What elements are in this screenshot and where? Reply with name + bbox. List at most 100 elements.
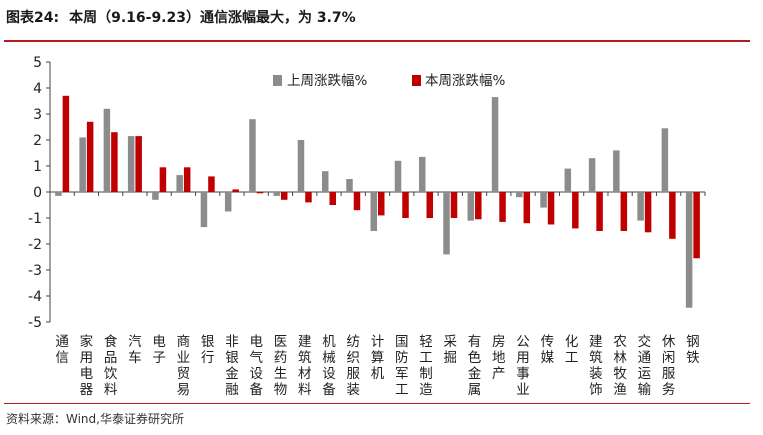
x-tick-label: 计算机 bbox=[371, 334, 385, 382]
figure-label: 图表24: bbox=[6, 10, 60, 26]
bar-last-week bbox=[55, 192, 62, 196]
x-tick-label: 传媒 bbox=[541, 334, 555, 366]
bar-last-week bbox=[103, 108, 111, 192]
chart-title: 图表24: 本周（9.16-9.23）通信涨幅最大，为 3.7% bbox=[6, 7, 356, 27]
source-note: 资料来源：Wind,华泰证券研究所 bbox=[6, 412, 184, 426]
bar-this-week bbox=[305, 192, 312, 203]
bar-this-week bbox=[280, 192, 288, 200]
legend-swatch-last-week bbox=[273, 75, 282, 86]
bar-last-week bbox=[127, 136, 135, 192]
y-tick-label: 4 bbox=[33, 81, 42, 97]
x-tick-label: 银行 bbox=[201, 334, 215, 366]
bar-this-week bbox=[159, 167, 167, 192]
legend-swatch-this-week bbox=[412, 75, 421, 86]
bar-last-week bbox=[685, 192, 693, 308]
x-tick-label: 建筑装饰 bbox=[589, 334, 603, 398]
bar-last-week bbox=[467, 192, 475, 221]
bar-this-week bbox=[378, 192, 385, 216]
x-tick-label: 机械设备 bbox=[322, 334, 336, 398]
bar-this-week bbox=[499, 192, 506, 222]
x-tick-label: 国防军工 bbox=[395, 334, 409, 398]
bar-this-week bbox=[572, 192, 579, 229]
x-tick-label: 纺织服装 bbox=[346, 334, 360, 398]
bar-last-week bbox=[224, 192, 232, 212]
y-tick-label: -4 bbox=[28, 289, 42, 305]
y-tick-label: -2 bbox=[28, 237, 42, 253]
x-tick-label: 商业贸易 bbox=[177, 334, 191, 398]
y-tick-label: 1 bbox=[33, 159, 42, 175]
bar-last-week bbox=[370, 192, 377, 231]
x-tick-label: 电气设备 bbox=[249, 334, 263, 398]
bar-last-week bbox=[588, 158, 596, 192]
bar-last-week bbox=[321, 171, 329, 192]
bar-this-week bbox=[86, 121, 94, 192]
x-tick-label: 有色金属 bbox=[468, 334, 482, 398]
bar-this-week bbox=[523, 192, 531, 224]
x-tick-label: 通信 bbox=[55, 334, 69, 366]
bar-last-week bbox=[637, 192, 644, 221]
x-tick-label: 化工 bbox=[565, 334, 579, 366]
bar-this-week bbox=[329, 192, 336, 205]
bar-last-week bbox=[516, 192, 523, 198]
bar-last-week bbox=[346, 179, 353, 192]
bar-last-week bbox=[443, 192, 450, 255]
top-rule bbox=[4, 40, 750, 42]
bar-this-week bbox=[232, 189, 239, 192]
y-tick-label: 2 bbox=[33, 133, 42, 149]
x-tick-label: 非银金融 bbox=[225, 334, 239, 398]
x-tick-label: 休闲服务 bbox=[662, 334, 676, 398]
bar-last-week bbox=[394, 160, 402, 192]
x-tick-label: 房地产 bbox=[492, 334, 506, 382]
bar-last-week bbox=[564, 168, 572, 192]
x-tick-label: 医药生物 bbox=[274, 334, 288, 398]
legend-label-last-week: 上周涨跌幅% bbox=[287, 73, 367, 89]
bar-this-week bbox=[402, 192, 409, 218]
bar-last-week bbox=[661, 128, 669, 192]
bar-last-week bbox=[152, 192, 159, 200]
bar-this-week bbox=[644, 192, 652, 233]
x-tick-label: 电子 bbox=[152, 334, 166, 366]
bar-this-week bbox=[620, 192, 628, 231]
bottom-rule bbox=[4, 403, 750, 404]
x-tick-label: 汽车 bbox=[128, 334, 142, 366]
bar-this-week bbox=[208, 176, 215, 192]
bar-this-week bbox=[475, 192, 482, 220]
bar-this-week bbox=[111, 132, 118, 192]
x-tick-label: 轻工制造 bbox=[419, 334, 433, 398]
y-tick-label: -3 bbox=[28, 263, 42, 279]
bar-this-week bbox=[450, 192, 458, 218]
x-tick-label: 采掘 bbox=[444, 334, 458, 366]
y-tick-label: 3 bbox=[33, 107, 42, 123]
figure-title: 本周（9.16-9.23）通信涨幅最大，为 3.7% bbox=[69, 10, 356, 26]
bar-last-week bbox=[200, 192, 208, 228]
bar-this-week bbox=[693, 192, 700, 259]
bar-chart: 5 4 3 2 1 0 -1 -2 -3 -4 -5 通信家用电器食品饮料汽车电子商业贸易银行非银金… bbox=[28, 55, 706, 398]
bar-last-week bbox=[613, 150, 620, 192]
bar-last-week bbox=[176, 175, 183, 192]
bar-last-week bbox=[419, 156, 426, 192]
bar-this-week bbox=[669, 192, 676, 239]
bar-this-week bbox=[256, 192, 264, 194]
bar-last-week bbox=[540, 192, 547, 208]
bar-this-week bbox=[426, 192, 434, 218]
bar-last-week bbox=[249, 119, 256, 192]
x-tick-label: 食品饮料 bbox=[104, 333, 118, 398]
y-tick-label: -5 bbox=[28, 315, 42, 331]
y-tick-label: 0 bbox=[33, 185, 42, 201]
bar-this-week bbox=[353, 192, 361, 211]
x-tick-label: 建筑材料 bbox=[298, 334, 312, 398]
bar-last-week bbox=[491, 97, 499, 192]
bar-this-week bbox=[135, 136, 142, 192]
bar-this-week bbox=[62, 95, 70, 192]
x-tick-label: 家用电器 bbox=[80, 333, 94, 398]
x-tick-label: 钢铁 bbox=[686, 334, 700, 366]
bar-last-week bbox=[273, 192, 280, 196]
y-tick-label: 5 bbox=[33, 55, 42, 71]
legend-label-this-week: 本周涨跌幅% bbox=[425, 73, 505, 89]
bar-last-week bbox=[79, 137, 86, 192]
bar-this-week bbox=[547, 192, 555, 225]
bar-last-week bbox=[297, 140, 305, 192]
x-tick-label: 公用事业 bbox=[516, 334, 530, 398]
x-tick-label: 交通运输 bbox=[638, 333, 652, 398]
bar-this-week bbox=[183, 167, 191, 192]
